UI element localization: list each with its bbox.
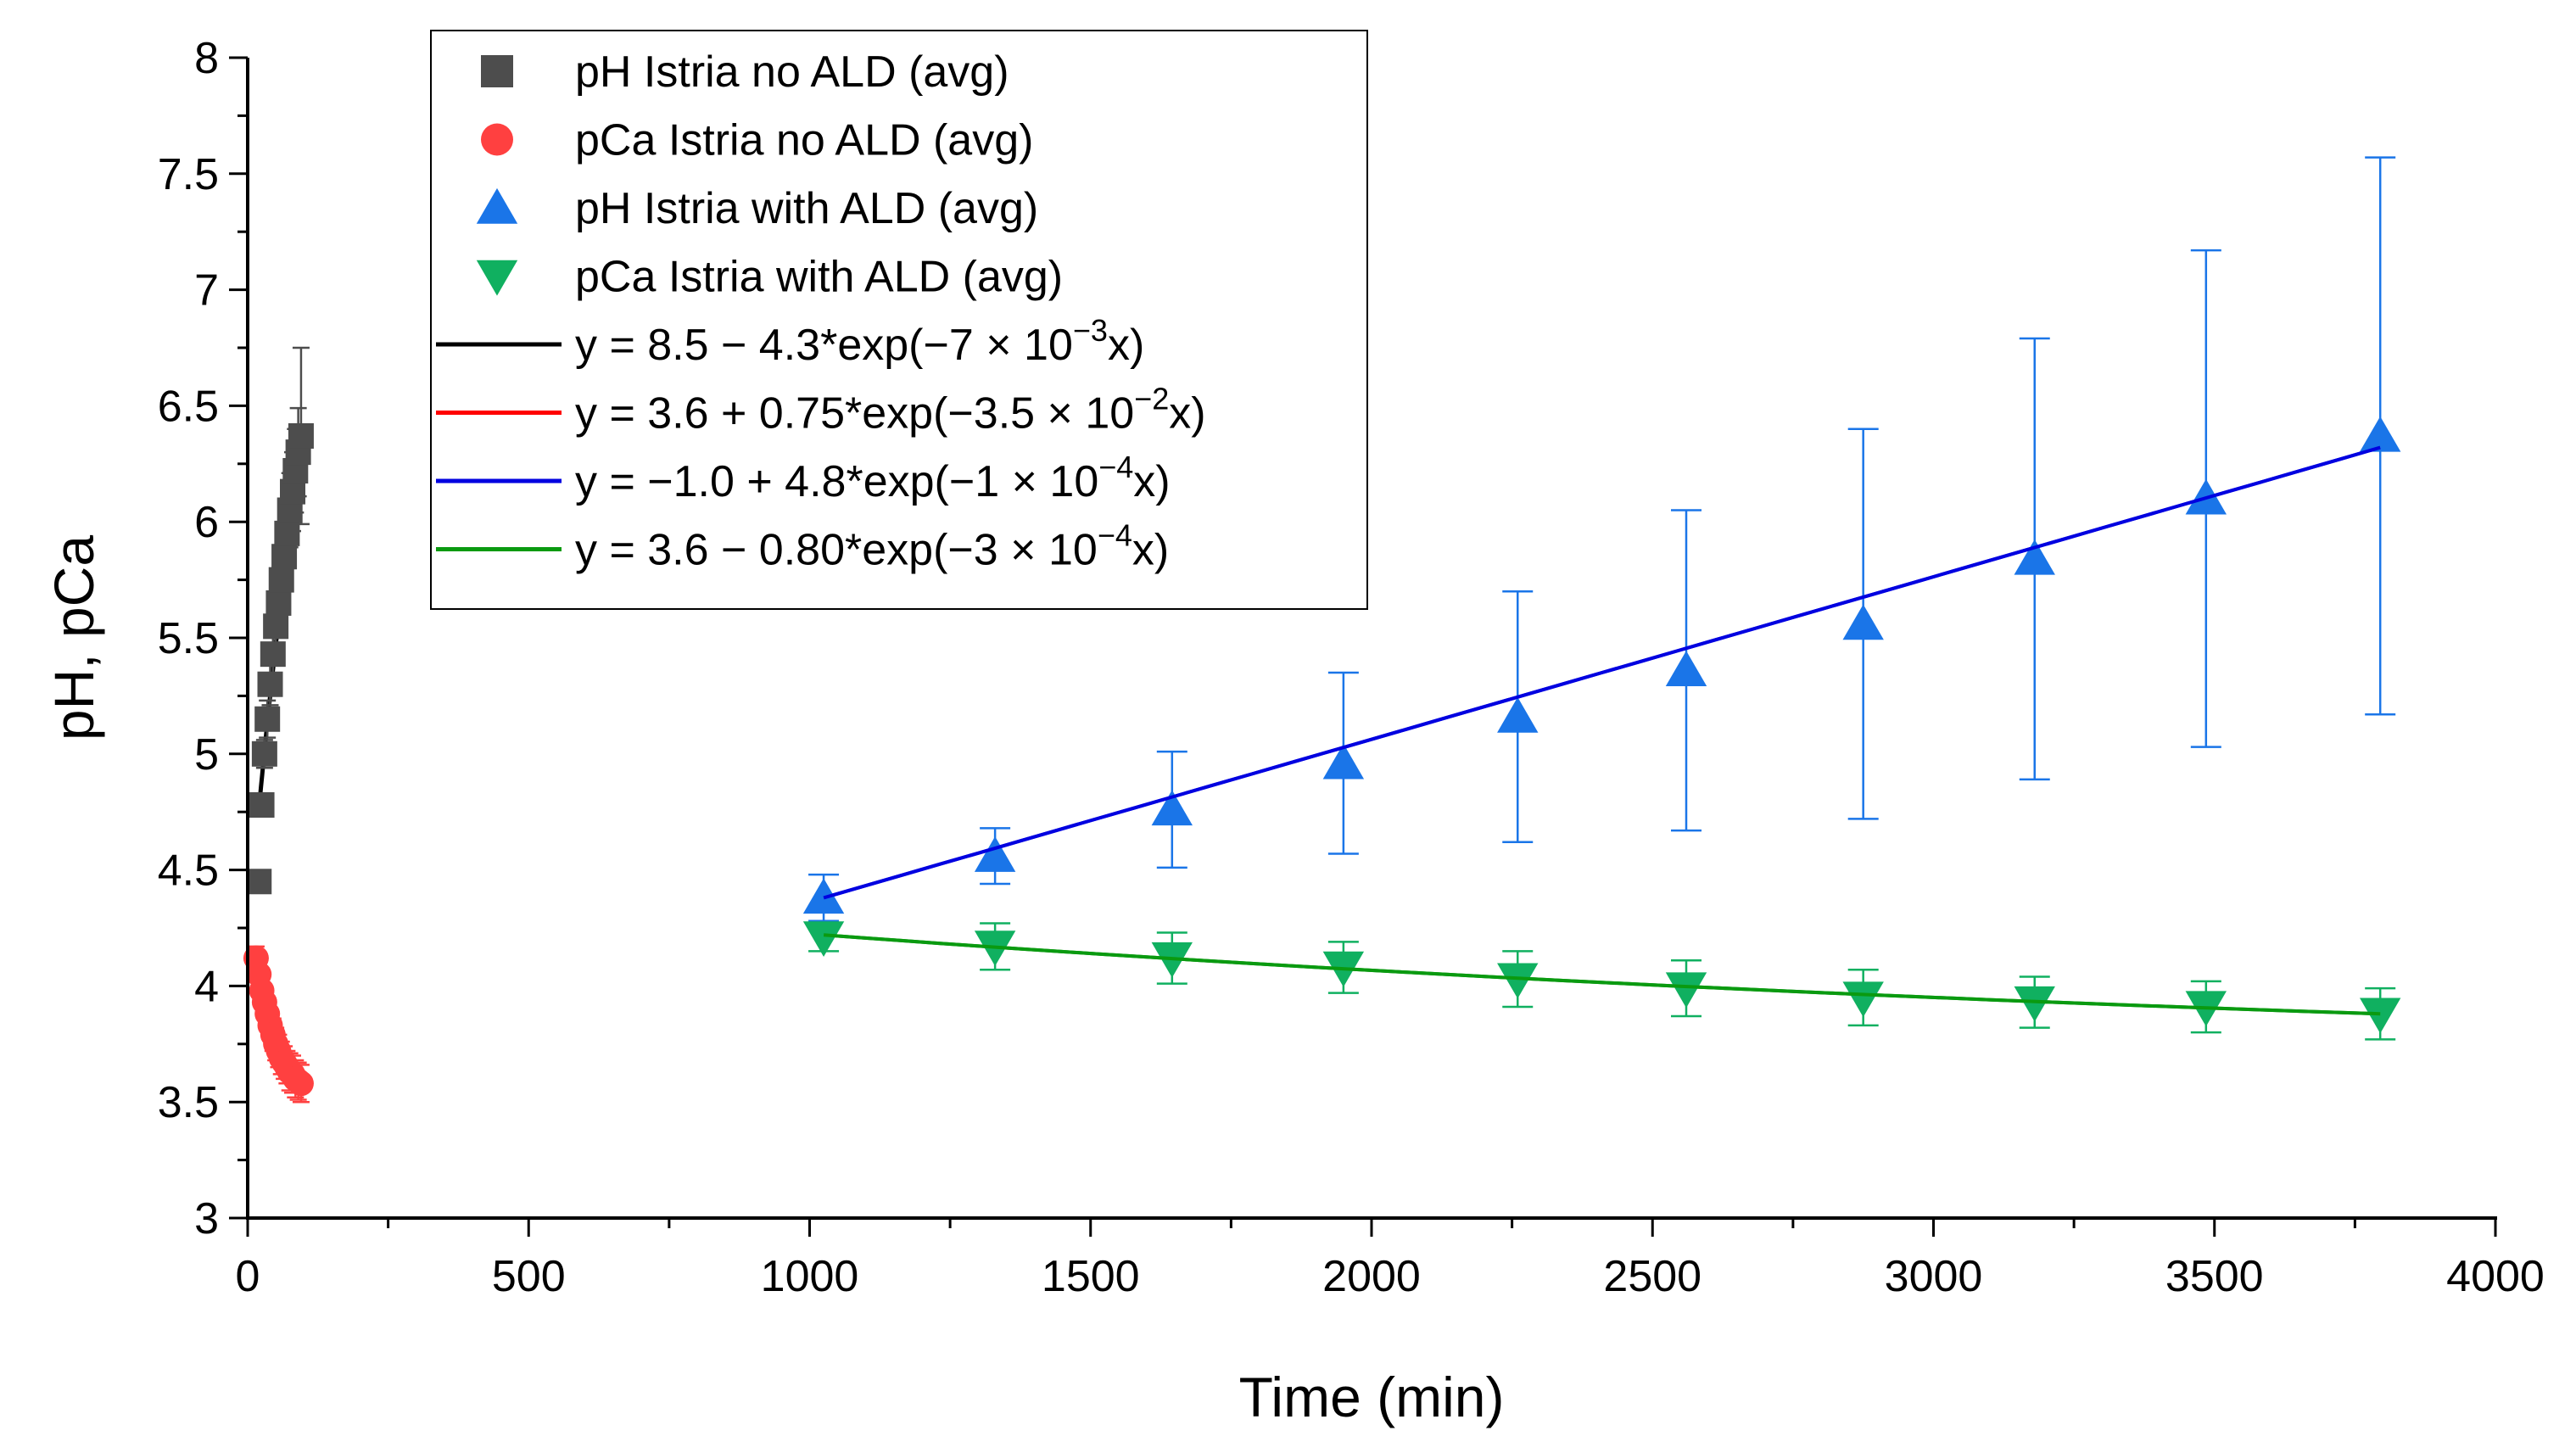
legend-marker-2 — [481, 123, 513, 156]
point-series-4 — [2014, 986, 2055, 1022]
legend-fit-main: y = 3.6 − 0.80*exp(−3 × 10 — [575, 526, 1098, 575]
legend-fit-exponent: −2 — [1134, 382, 1169, 416]
x-tick-label: 3500 — [2165, 1252, 2264, 1301]
x-tick-label: 0 — [236, 1252, 260, 1301]
x-tick-label: 500 — [492, 1252, 566, 1301]
fit-line-4-overlay — [823, 933, 2381, 1016]
legend-fit-tail: x) — [1132, 526, 1169, 575]
x-tick-label: 3000 — [1885, 1252, 1983, 1301]
y-axis-title: pH, pCa — [42, 535, 105, 740]
y-tick-label: 6.5 — [158, 382, 219, 431]
point-series-4 — [1665, 972, 1707, 1009]
point-series-1 — [260, 641, 286, 668]
legend-fit-exponent: −4 — [1098, 518, 1132, 553]
point-series-3 — [1665, 651, 1707, 687]
point-series-2 — [288, 1070, 314, 1097]
point-series-3 — [1322, 743, 1365, 780]
legend-marker-3 — [476, 187, 518, 224]
y-tick-label: 8 — [194, 34, 219, 83]
legend-box — [430, 30, 1368, 610]
point-series-1 — [274, 520, 300, 546]
fit-line-3-overlay — [823, 445, 2381, 900]
legend-label-2: pCa Istria no ALD (avg) — [575, 116, 1033, 165]
point-series-4 — [2359, 998, 2401, 1034]
legend-fit-main: y = 3.6 + 0.75*exp(−3.5 × 10 — [575, 389, 1134, 439]
point-series-1 — [246, 869, 272, 895]
point-series-3 — [974, 836, 1016, 872]
point-series-1 — [268, 567, 294, 593]
legend-fit-label-4: y = 3.6 − 0.80*exp(−3 × 10−4x) — [575, 518, 1169, 575]
legend-label-3: pH Istria with ALD (avg) — [575, 184, 1038, 233]
point-series-1 — [254, 706, 281, 732]
y-tick-label: 6 — [194, 498, 219, 547]
legend-fit-label-1: y = 8.5 − 4.3*exp(−7 × 10−3x) — [575, 313, 1144, 370]
point-series-4 — [1842, 981, 1884, 1018]
legend-fit-label-3: y = −1.0 + 4.8*exp(−1 × 10−4x) — [575, 450, 1171, 506]
point-series-1 — [271, 544, 298, 570]
legend-fit-exponent: −4 — [1098, 450, 1133, 484]
point-series-1 — [263, 613, 289, 640]
x-tick-label: 1500 — [1042, 1252, 1140, 1301]
point-series-3 — [1497, 696, 1539, 733]
legend-label-4: pCa Istria with ALD (avg) — [575, 253, 1063, 302]
axis-ticks: 0 500 1000 1500 2000 2500 3000 3500 4000 3 3.5 4 4.5… — [158, 34, 2545, 1301]
legend-fit-main: y = 8.5 − 4.3*exp(−7 × 10 — [575, 321, 1073, 370]
legend-fit-tail: x) — [1133, 457, 1170, 506]
data-markers — [243, 416, 2401, 1097]
y-tick-label: 5.5 — [158, 614, 219, 663]
y-tick-label: 3 — [194, 1194, 219, 1243]
legend-fit-tail: x) — [1169, 389, 1205, 439]
legend-fit-label-2: y = 3.6 + 0.75*exp(−3.5 × 10−2x) — [575, 382, 1206, 439]
point-series-3 — [1151, 790, 1193, 826]
x-tick-label: 2000 — [1322, 1252, 1421, 1301]
point-series-1 — [251, 740, 277, 767]
point-series-1 — [249, 791, 275, 818]
y-tick-label: 7.5 — [158, 150, 219, 199]
x-tick-label: 4000 — [2446, 1252, 2545, 1301]
point-series-4 — [802, 921, 845, 958]
point-series-1 — [288, 422, 314, 449]
point-series-3 — [2014, 539, 2055, 575]
x-axis-title: Time (min) — [1239, 1366, 1505, 1428]
point-series-3 — [802, 878, 845, 914]
x-tick-label: 1000 — [761, 1252, 859, 1301]
legend-fit-tail: x) — [1108, 321, 1144, 370]
y-tick-label: 3.5 — [158, 1078, 219, 1127]
legend-marker-1 — [481, 55, 513, 87]
point-series-4 — [1497, 963, 1539, 999]
fit-lines-top — [823, 445, 2381, 1016]
point-series-3 — [1842, 604, 1884, 640]
y-tick-label: 4.5 — [158, 847, 219, 896]
legend-label-1: pH Istria no ALD (avg) — [575, 48, 1009, 97]
y-tick-label: 5 — [194, 730, 219, 780]
point-series-3 — [2359, 416, 2401, 452]
point-series-1 — [265, 590, 292, 616]
legend-fit-main: y = −1.0 + 4.8*exp(−1 × 10 — [575, 457, 1098, 506]
y-tick-label: 4 — [194, 962, 219, 1011]
legend-marker-4 — [476, 260, 518, 296]
y-tick-label: 7 — [194, 266, 219, 316]
legend: pH Istria no ALD (avg) pCa Istria no ALD … — [430, 30, 1368, 610]
point-series-1 — [257, 671, 283, 697]
x-tick-label: 2500 — [1603, 1252, 1702, 1301]
legend-fit-exponent: −3 — [1073, 313, 1108, 348]
